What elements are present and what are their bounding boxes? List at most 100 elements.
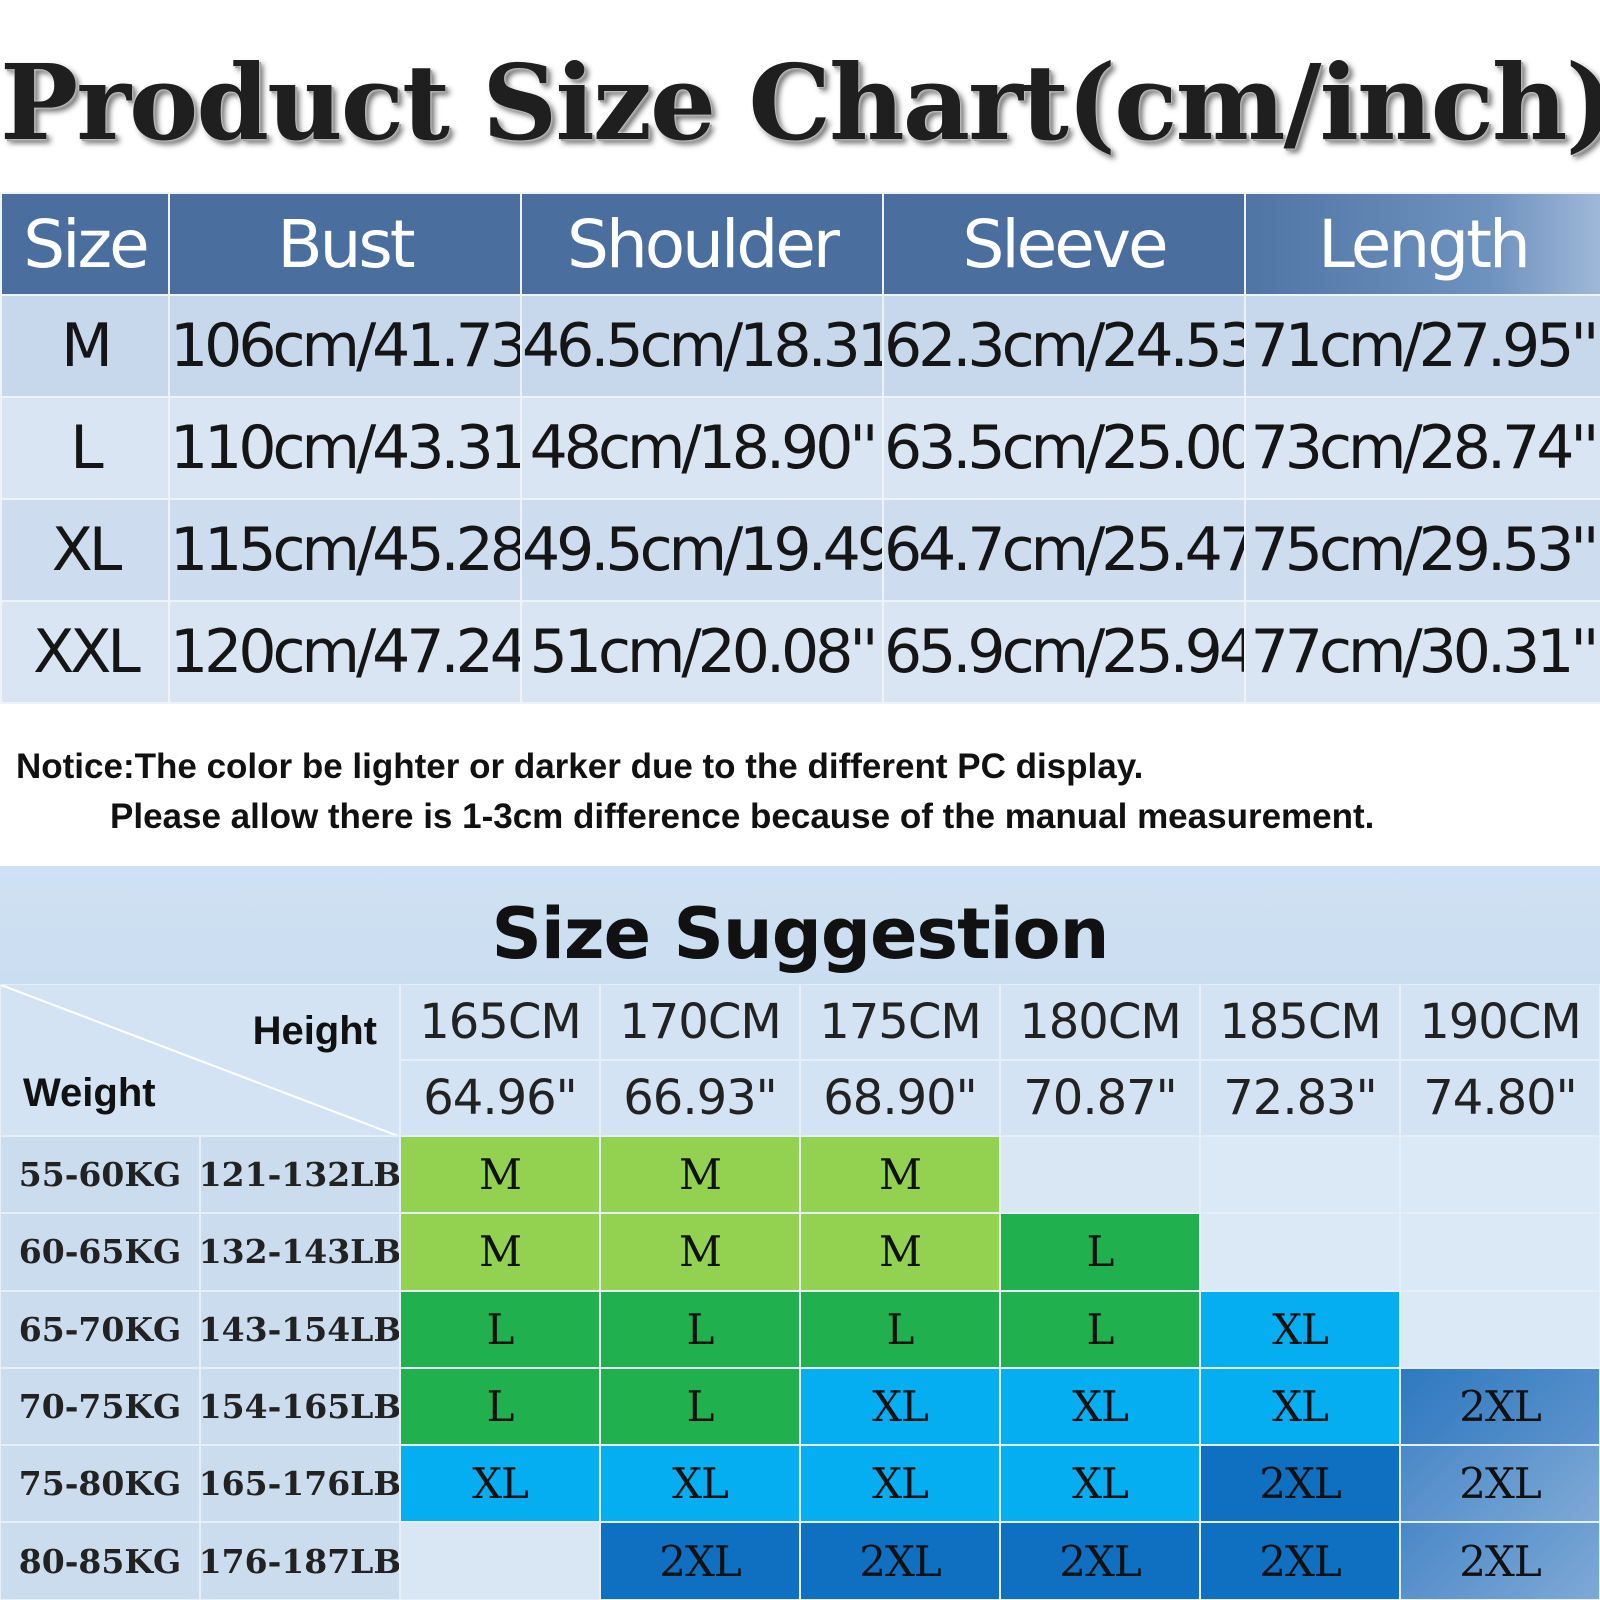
size-suggestion-title: Size Suggestion — [491, 893, 1110, 975]
height-cm-header: 165CM — [400, 984, 600, 1060]
size-suggestion-cell: XL — [1000, 1445, 1200, 1523]
height-inch-header: 66.93" — [600, 1060, 800, 1136]
size-suggestion-cell: 2XL — [1200, 1445, 1400, 1523]
size-cell: XXL — [0, 600, 170, 704]
shoulder-cell: 51cm/20.08'' — [520, 600, 884, 704]
size-cell: L — [0, 396, 170, 500]
weight-lb-label: 176-187LB — [200, 1522, 400, 1600]
length-cell: 71cm/27.95'' — [1244, 294, 1600, 398]
shoulder-cell: 48cm/18.90'' — [520, 396, 884, 500]
length-cell: 73cm/28.74'' — [1244, 396, 1600, 500]
sleeve-cell: 63.5cm/25.00'' — [882, 396, 1246, 500]
weight-kg-label: 70-75KG — [0, 1367, 200, 1446]
height-cm-header: 190CM — [1400, 984, 1600, 1060]
notice-text: Notice:The color be lighter or darker du… — [16, 742, 1596, 842]
table-row: M 106cm/41.73'' 46.5cm/18.31'' 62.3cm/24… — [0, 294, 1600, 398]
sleeve-cell: 62.3cm/24.53'' — [882, 294, 1246, 398]
size-suggestion-cell: L — [400, 1290, 600, 1368]
shoulder-cell: 49.5cm/19.49'' — [520, 498, 884, 602]
weight-lb-label: 143-154LB — [200, 1290, 400, 1368]
size-suggestion-cell: M — [600, 1136, 800, 1214]
size-suggestion-cell: M — [800, 1136, 1000, 1214]
size-suggestion-cell — [400, 1522, 600, 1600]
notice-line-1: Notice:The color be lighter or darker du… — [16, 747, 1144, 786]
size-suggestion-cell: M — [400, 1213, 600, 1291]
corner-header: Height Weight — [0, 984, 400, 1136]
height-inch-header: 70.87" — [1000, 1060, 1200, 1136]
bust-cell: 106cm/41.73'' — [168, 294, 522, 398]
size-suggestion-cell — [1200, 1213, 1400, 1291]
sleeve-cell: 65.9cm/25.94'' — [882, 600, 1246, 704]
size-suggestion-cell: XL — [1200, 1290, 1400, 1368]
bust-cell: 110cm/43.31'' — [168, 396, 522, 500]
weight-lb-label: 132-143LB — [200, 1213, 400, 1291]
height-inch-header: 68.90" — [800, 1060, 1000, 1136]
size-suggestion-cell: M — [800, 1213, 1000, 1291]
size-suggestion-cell: L — [400, 1367, 600, 1446]
size-suggestion-cell — [1000, 1136, 1200, 1214]
shoulder-cell: 46.5cm/18.31'' — [520, 294, 884, 398]
size-chart-header-row: Size Bust Shoulder Sleeve Length — [0, 192, 1600, 296]
height-label: Height — [252, 1009, 377, 1053]
length-cell: 75cm/29.53'' — [1244, 498, 1600, 602]
size-suggestion-cell: L — [800, 1290, 1000, 1368]
bust-cell: 120cm/47.24'' — [168, 600, 522, 704]
size-suggestion-cell: XL — [600, 1445, 800, 1523]
size-suggestion-cell — [1200, 1136, 1400, 1214]
header-bust: Bust — [168, 192, 522, 296]
height-cm-header: 170CM — [600, 984, 800, 1060]
size-suggestion-cell: 2XL — [600, 1522, 800, 1600]
size-suggestion-cell: 2XL — [800, 1522, 1000, 1600]
size-suggestion-cell: XL — [800, 1367, 1000, 1446]
header-shoulder: Shoulder — [520, 192, 884, 296]
table-row: L 110cm/43.31'' 48cm/18.90'' 63.5cm/25.0… — [0, 396, 1600, 500]
size-suggestion-cell: L — [600, 1290, 800, 1368]
height-cm-header: 175CM — [800, 984, 1000, 1060]
height-inch-header: 64.96" — [400, 1060, 600, 1136]
table-row: XL 115cm/45.28'' 49.5cm/19.49'' 64.7cm/2… — [0, 498, 1600, 602]
page-title: Product Size Chart(cm/inch) — [0, 41, 1600, 164]
size-suggestion-panel: Size Suggestion Height Weight 165CM 170CM… — [0, 866, 1600, 1600]
size-suggestion-cell: 2XL — [1400, 1445, 1600, 1523]
sleeve-cell: 64.7cm/25.47'' — [882, 498, 1246, 602]
size-suggestion-cell: XL — [1200, 1367, 1400, 1446]
size-suggestion-cell: XL — [400, 1445, 600, 1523]
height-inch-header: 72.83" — [1200, 1060, 1400, 1136]
size-suggestion-cell — [1400, 1213, 1600, 1291]
size-suggestion-cell: 2XL — [1000, 1522, 1200, 1600]
weight-kg-label: 65-70KG — [0, 1290, 200, 1368]
size-suggestion-cell: L — [1000, 1213, 1200, 1291]
weight-lb-label: 121-132LB — [200, 1136, 400, 1214]
size-suggestion-cell — [1400, 1136, 1600, 1214]
weight-lb-label: 154-165LB — [200, 1367, 400, 1446]
size-suggestion-cell: L — [1000, 1290, 1200, 1368]
diagonal-divider — [1, 985, 399, 1135]
size-suggestion-cell: L — [600, 1367, 800, 1446]
bust-cell: 115cm/45.28'' — [168, 498, 522, 602]
weight-lb-label: 165-176LB — [200, 1445, 400, 1523]
weight-kg-label: 75-80KG — [0, 1445, 200, 1523]
size-suggestion-cell: XL — [1000, 1367, 1200, 1446]
size-suggestion-cell — [1400, 1290, 1600, 1368]
size-cell: XL — [0, 498, 170, 602]
height-inch-header: 74.80" — [1400, 1060, 1600, 1136]
weight-kg-label: 80-85KG — [0, 1522, 200, 1600]
size-cell: M — [0, 294, 170, 398]
size-suggestion-cell: 2XL — [1400, 1522, 1600, 1600]
size-suggestion-cell: 2XL — [1400, 1367, 1600, 1446]
size-suggestion-grid: Height Weight 165CM 170CM 175CM 180CM 185CM 1… — [0, 984, 1600, 1600]
size-chart-table: Size Bust Shoulder Sleeve Length M 106cm… — [0, 192, 1600, 704]
table-row: XXL 120cm/47.24'' 51cm/20.08'' 65.9cm/25… — [0, 600, 1600, 704]
height-cm-header: 180CM — [1000, 984, 1200, 1060]
weight-kg-label: 55-60KG — [0, 1136, 200, 1214]
length-cell: 77cm/30.31'' — [1244, 600, 1600, 704]
notice-line-2: Please allow there is 1-3cm difference b… — [110, 797, 1375, 836]
header-size: Size — [0, 192, 170, 296]
size-suggestion-cell: M — [400, 1136, 600, 1214]
height-cm-header: 185CM — [1200, 984, 1400, 1060]
size-suggestion-cell: 2XL — [1200, 1522, 1400, 1600]
header-sleeve: Sleeve — [882, 192, 1246, 296]
size-suggestion-cell: XL — [800, 1445, 1000, 1523]
header-length: Length — [1244, 192, 1600, 296]
size-suggestion-cell: M — [600, 1213, 800, 1291]
